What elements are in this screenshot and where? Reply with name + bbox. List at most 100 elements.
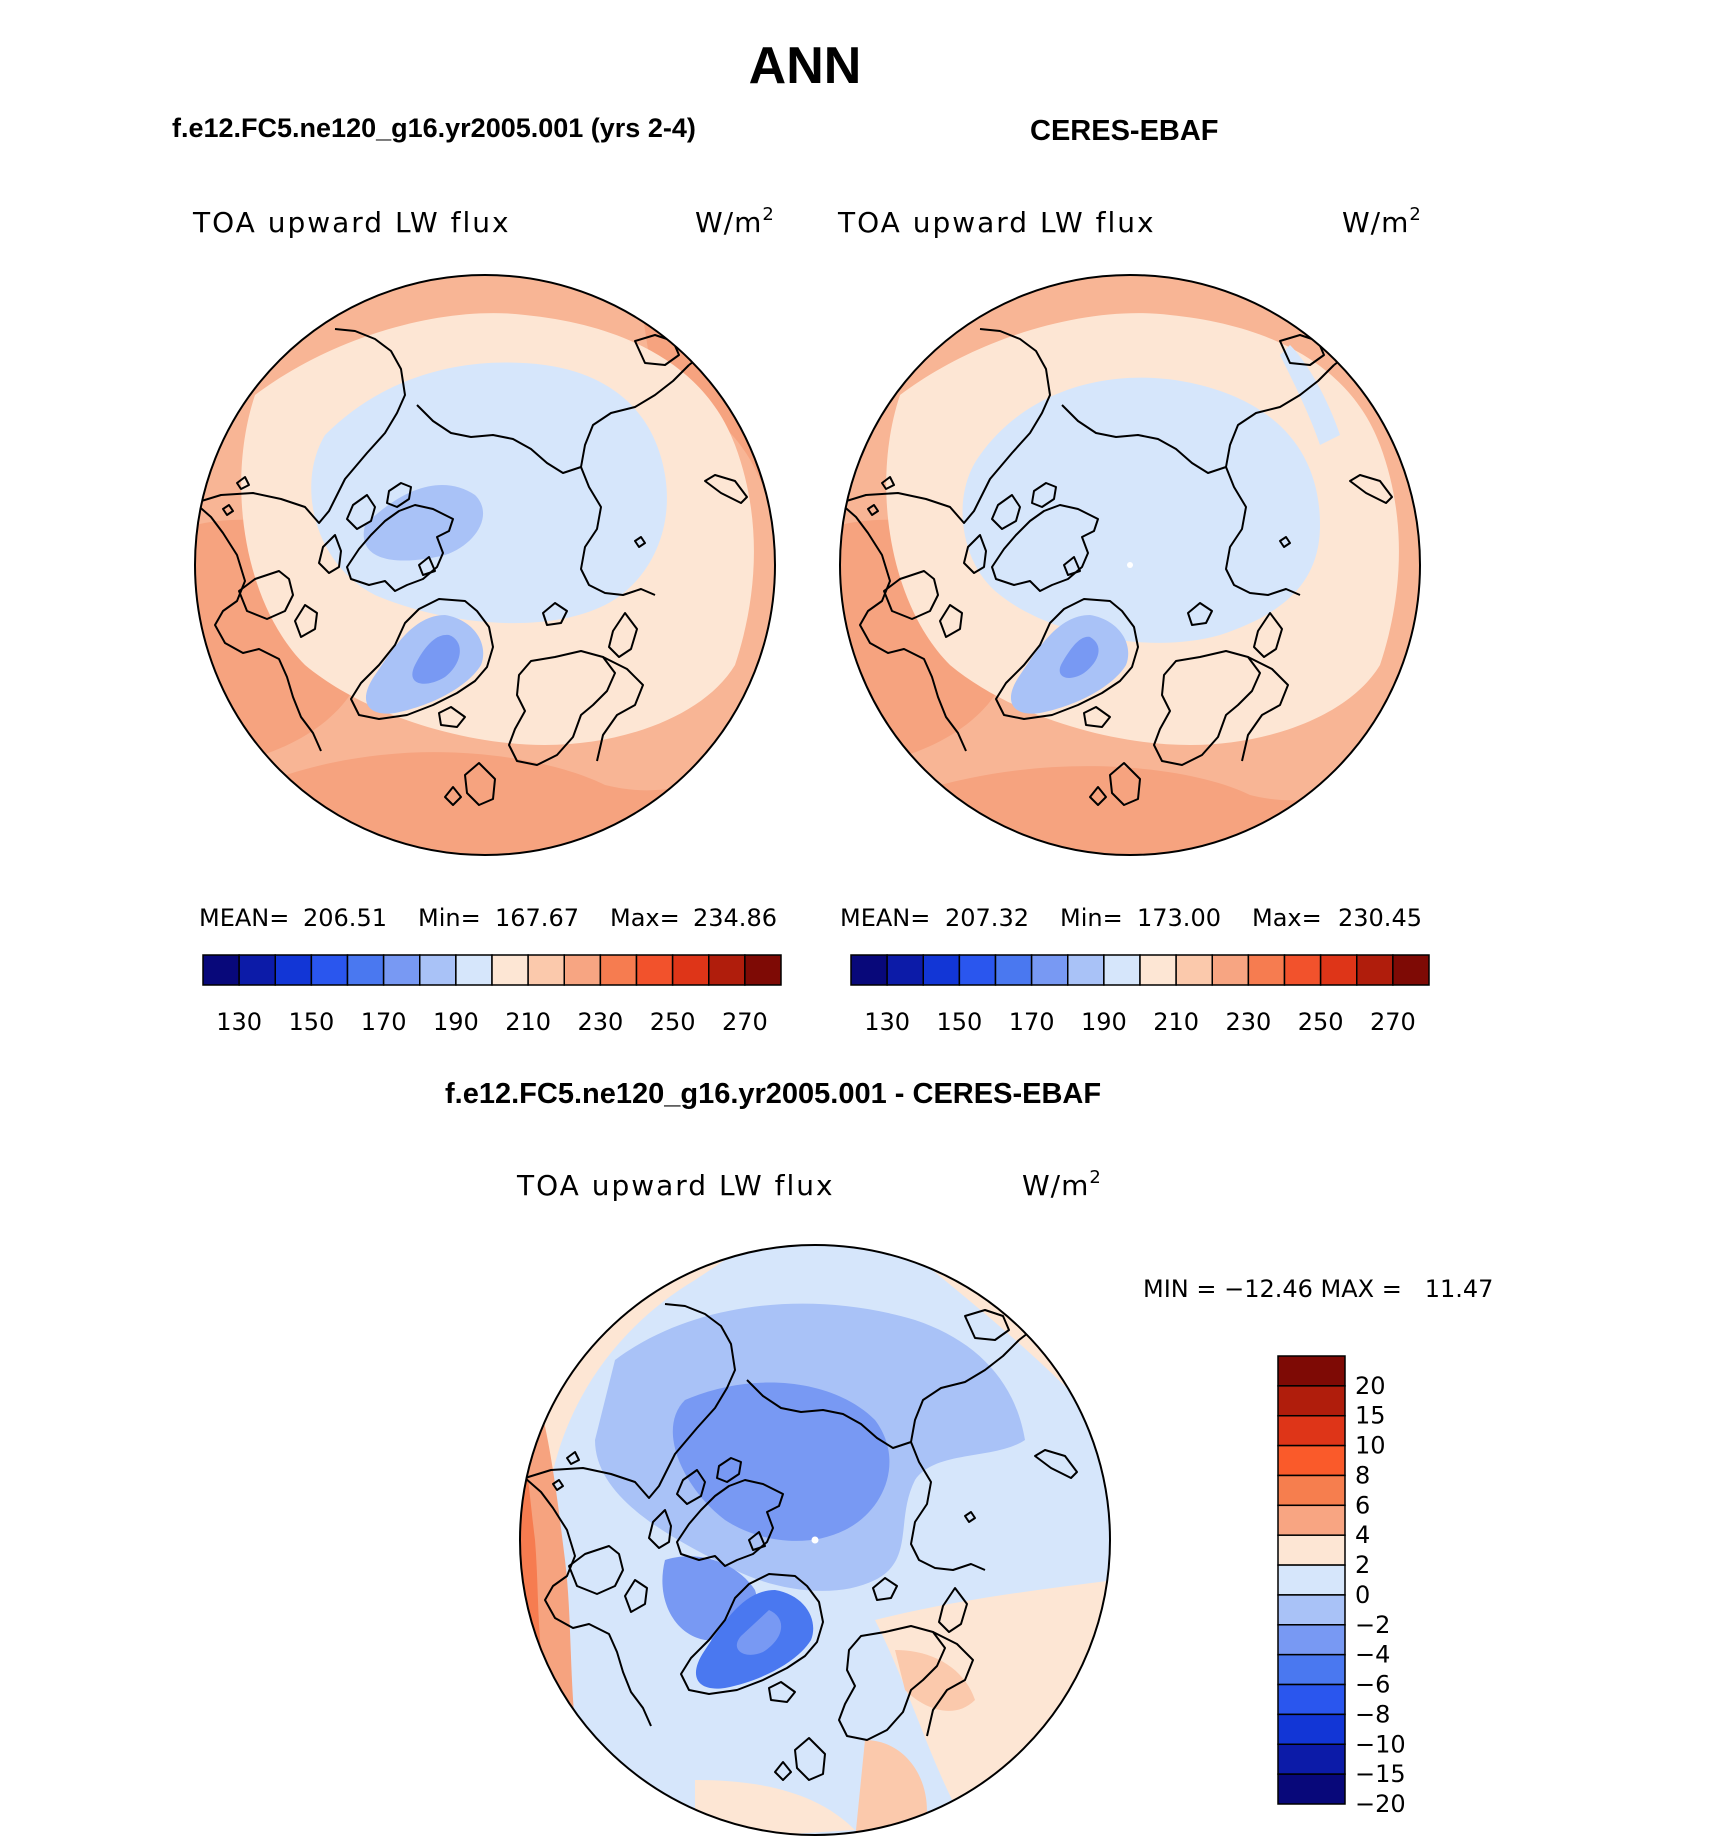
panel-diff-variable: TOA upward LW flux [516,1169,835,1202]
panel-diff-title: f.e12.FC5.ne120_g16.yr2005.001 - CERES-E… [445,1078,1101,1110]
stats-obs-min: 173.00 [1137,904,1221,932]
stats-obs: MEAN= 207.32 Min= 173.00 Max= 230.45 [840,904,1422,932]
colorbar-obs-swatch [1103,954,1141,986]
map-diff [519,1244,1111,1836]
colorbar-diff-tick-label: 4 [1355,1521,1370,1549]
colorbar-obs-tick-label: 170 [1009,1008,1055,1036]
colorbar-diff-swatch [1277,1624,1346,1656]
panel-obs-units: W/m2 [1342,204,1422,239]
colorbar-diff-swatch [1277,1564,1346,1596]
panel-obs-title: CERES-EBAF [1030,115,1219,147]
colorbar-obs-swatch [1211,954,1250,986]
stats-model-mean: 206.51 [303,904,387,932]
stats-model-mean-label: MEAN= [199,904,289,932]
colorbar-model-tick-label: 250 [650,1008,696,1036]
colorbar-diff-swatch [1277,1474,1346,1507]
colorbar-obs-tick-label: 130 [864,1008,910,1036]
colorbar-obs: 130 150 170 190 210 230 250 270 [850,954,1430,1036]
colorbar-obs-tick-label: 150 [936,1008,982,1036]
stats-obs-max-label: Max= [1252,904,1322,932]
colorbar-model-swatch [527,954,565,986]
stats-obs-max: 230.45 [1338,904,1422,932]
panel-model-title: f.e12.FC5.ne120_g16.yr2005.001 (yrs 2-4) [172,113,696,143]
colorbar-model-swatch [202,954,240,986]
colorbar-obs-swatch [850,954,888,986]
colorbar-model-swatch [274,954,313,986]
colorbar-diff-swatch [1277,1504,1346,1536]
panel-model-units-sup: 2 [762,204,774,225]
colorbar-obs-swatch [1175,954,1213,986]
colorbar-model-swatch [238,954,276,986]
colorbar-model-swatch [708,954,746,986]
colorbar-diff-tick-label: −6 [1355,1671,1390,1699]
colorbar-diff-swatch [1277,1713,1346,1746]
colorbar-diff-tick-label: 10 [1355,1432,1386,1460]
stats-obs-min-label: Min= [1060,904,1123,932]
colorbar-diff-tick-label: 15 [1355,1402,1386,1430]
colorbar-model-swatch [671,954,710,986]
colorbar-model-tick-label: 230 [577,1008,623,1036]
colorbar-diff-swatch [1277,1414,1346,1447]
colorbar-model-swatch [382,954,421,986]
colorbar-obs-tick-label: 250 [1298,1008,1344,1036]
map-obs [839,274,1421,856]
colorbar-model-swatch [455,954,493,986]
colorbar-diff-tick-label: −15 [1355,1760,1406,1788]
colorbar-obs-tick-label: 190 [1081,1008,1127,1036]
panel-diff-minmax: MIN = −12.46 MAX = 11.47 [1143,1275,1493,1303]
panel-obs: CERES-EBAF TOA upward LW flux W/m2 MEAN=… [837,115,1430,1036]
panel-model-units: W/m2 [695,204,775,239]
stats-model-max: 234.86 [693,904,777,932]
colorbar-model-swatch [346,954,385,986]
panel-model-variable: TOA upward LW flux [192,206,511,239]
colorbar-model-swatch [310,954,349,986]
panel-diff-units-sup: 2 [1089,1167,1101,1188]
colorbar-diff-tick-label: −8 [1355,1700,1390,1728]
panel-model: f.e12.FC5.ne120_g16.yr2005.001 (yrs 2-4)… [172,113,782,1036]
colorbar-diff-tick-label: 20 [1355,1372,1386,1400]
colorbar-obs-swatch [886,954,924,986]
colorbar-model-swatch [419,954,457,986]
colorbar-obs-swatch [958,954,997,986]
colorbar-diff-swatch [1277,1355,1346,1387]
colorbar-model-swatch [563,954,602,986]
colorbar-diff-swatch [1277,1594,1346,1626]
stats-obs-mean: 207.32 [945,904,1029,932]
colorbar-model: 130 150 170 190 210 230 250 270 [202,954,782,1036]
colorbar-diff-tick-label: −10 [1355,1730,1406,1758]
colorbar-diff-tick-label: 0 [1355,1581,1370,1609]
colorbar-model-swatch [635,954,674,986]
panel-model-units-base: W/m [695,206,762,239]
colorbar-obs-swatch [1030,954,1069,986]
colorbar-obs-tick-label: 230 [1225,1008,1271,1036]
colorbar-model-swatch [744,954,782,986]
colorbar-obs-swatch [1356,954,1394,986]
panel-diff: f.e12.FC5.ne120_g16.yr2005.001 - CERES-E… [445,1078,1493,1836]
panel-obs-variable: TOA upward LW flux [837,206,1156,239]
colorbar-diff-tick-label: −4 [1355,1641,1390,1669]
colorbar-diff-tick-label: 6 [1355,1491,1370,1519]
colorbar-obs-swatch [1283,954,1322,986]
colorbar-model-tick-label: 170 [361,1008,407,1036]
colorbar-model-tick-label: 210 [505,1008,551,1036]
colorbar-diff-tick-label: 8 [1355,1461,1370,1489]
colorbar-obs-swatch [922,954,961,986]
colorbar-model-tick-label: 190 [433,1008,479,1036]
colorbar-obs-swatch [994,954,1033,986]
colorbar-diff-tick-label: 2 [1355,1551,1370,1579]
colorbar-diff-swatch [1277,1534,1346,1566]
stats-model-max-label: Max= [610,904,680,932]
stats-model-min-label: Min= [418,904,481,932]
colorbar-model-tick-label: 150 [288,1008,334,1036]
panel-diff-units-base: W/m [1022,1169,1089,1202]
panel-diff-units: W/m2 [1022,1167,1102,1202]
colorbar-obs-swatch [1067,954,1105,986]
colorbar-diff-swatch [1277,1444,1346,1477]
colorbar-obs-swatch [1247,954,1286,986]
panel-obs-units-sup: 2 [1409,204,1421,225]
colorbar-obs-swatch [1319,954,1358,986]
colorbar-diff-swatch [1277,1773,1346,1805]
panel-obs-units-base: W/m [1342,206,1409,239]
